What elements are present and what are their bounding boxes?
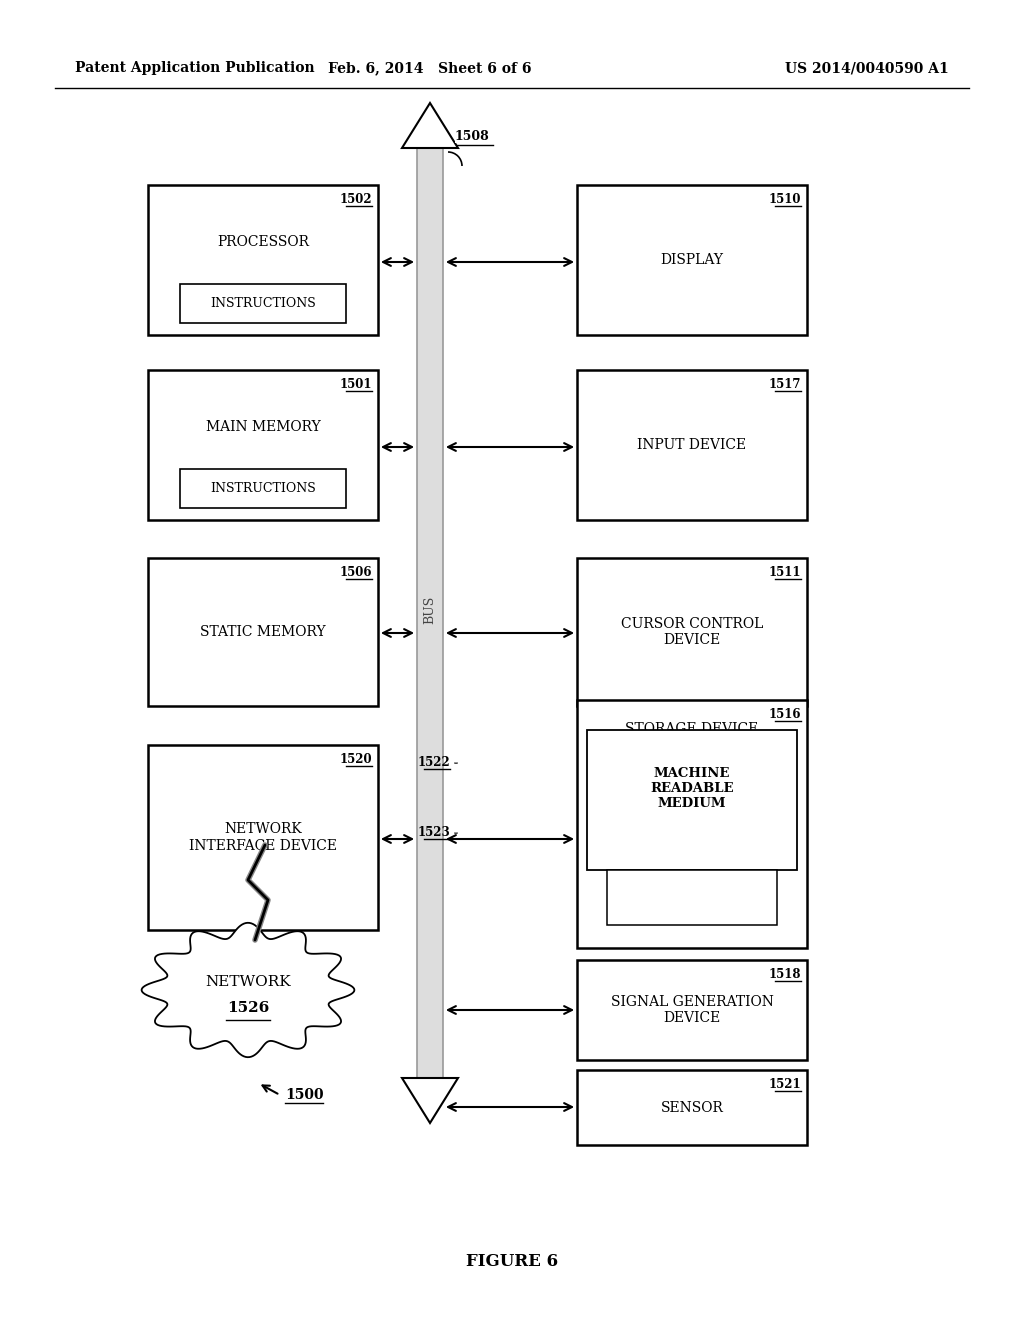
Text: 1526: 1526 xyxy=(227,1001,269,1015)
Text: PROCESSOR: PROCESSOR xyxy=(217,235,309,249)
Text: 1500: 1500 xyxy=(285,1088,324,1102)
Polygon shape xyxy=(402,103,458,148)
Bar xyxy=(587,730,797,870)
Bar xyxy=(417,148,443,1078)
Text: 1511: 1511 xyxy=(768,566,801,579)
Polygon shape xyxy=(141,923,354,1057)
Text: 1517: 1517 xyxy=(768,378,801,391)
Text: FIGURE 6: FIGURE 6 xyxy=(466,1254,558,1270)
Text: 1510: 1510 xyxy=(768,193,801,206)
Bar xyxy=(148,558,378,706)
Text: 1520: 1520 xyxy=(339,752,372,766)
Bar xyxy=(180,469,346,508)
Bar xyxy=(148,744,378,931)
Text: 1501: 1501 xyxy=(340,378,372,391)
Text: 1506: 1506 xyxy=(340,566,372,579)
Text: CURSOR CONTROL
DEVICE: CURSOR CONTROL DEVICE xyxy=(621,616,763,647)
Polygon shape xyxy=(402,1078,458,1123)
Text: 1521: 1521 xyxy=(768,1078,801,1092)
Text: SIGNAL GENERATION
DEVICE: SIGNAL GENERATION DEVICE xyxy=(610,995,773,1026)
Text: STATIC MEMORY: STATIC MEMORY xyxy=(200,624,326,639)
Bar xyxy=(607,870,777,925)
Text: INPUT DEVICE: INPUT DEVICE xyxy=(637,438,746,451)
Bar xyxy=(148,185,378,335)
Text: NETWORK
INTERFACE DEVICE: NETWORK INTERFACE DEVICE xyxy=(189,822,337,853)
Bar xyxy=(148,370,378,520)
Text: 1522: 1522 xyxy=(417,755,450,768)
Text: MAIN MEMORY: MAIN MEMORY xyxy=(206,420,321,434)
Text: 1516: 1516 xyxy=(768,708,801,721)
Text: INSTRUCTIONS: INSTRUCTIONS xyxy=(210,482,315,495)
Text: 1523: 1523 xyxy=(417,825,450,838)
Bar xyxy=(577,700,807,948)
Text: INSTRUCTIONS: INSTRUCTIONS xyxy=(210,297,315,310)
Text: 1502: 1502 xyxy=(339,193,372,206)
Text: US 2014/0040590 A1: US 2014/0040590 A1 xyxy=(785,61,949,75)
Text: INSTRUCTIONS: INSTRUCTIONS xyxy=(639,891,744,904)
Text: BUS: BUS xyxy=(424,595,436,624)
Text: 1508: 1508 xyxy=(455,129,489,143)
Bar xyxy=(577,960,807,1060)
Text: NETWORK: NETWORK xyxy=(205,975,291,989)
Bar xyxy=(577,370,807,520)
Text: SENSOR: SENSOR xyxy=(660,1101,723,1114)
Text: 1518: 1518 xyxy=(768,968,801,981)
Text: MACHINE
READABLE
MEDIUM: MACHINE READABLE MEDIUM xyxy=(650,767,734,810)
Bar xyxy=(577,558,807,706)
Text: STORAGE DEVICE: STORAGE DEVICE xyxy=(626,722,759,737)
Bar xyxy=(577,185,807,335)
Text: Patent Application Publication: Patent Application Publication xyxy=(75,61,314,75)
Bar xyxy=(577,1071,807,1144)
Bar xyxy=(180,284,346,323)
Text: DISPLAY: DISPLAY xyxy=(660,253,724,267)
Text: Feb. 6, 2014   Sheet 6 of 6: Feb. 6, 2014 Sheet 6 of 6 xyxy=(329,61,531,75)
